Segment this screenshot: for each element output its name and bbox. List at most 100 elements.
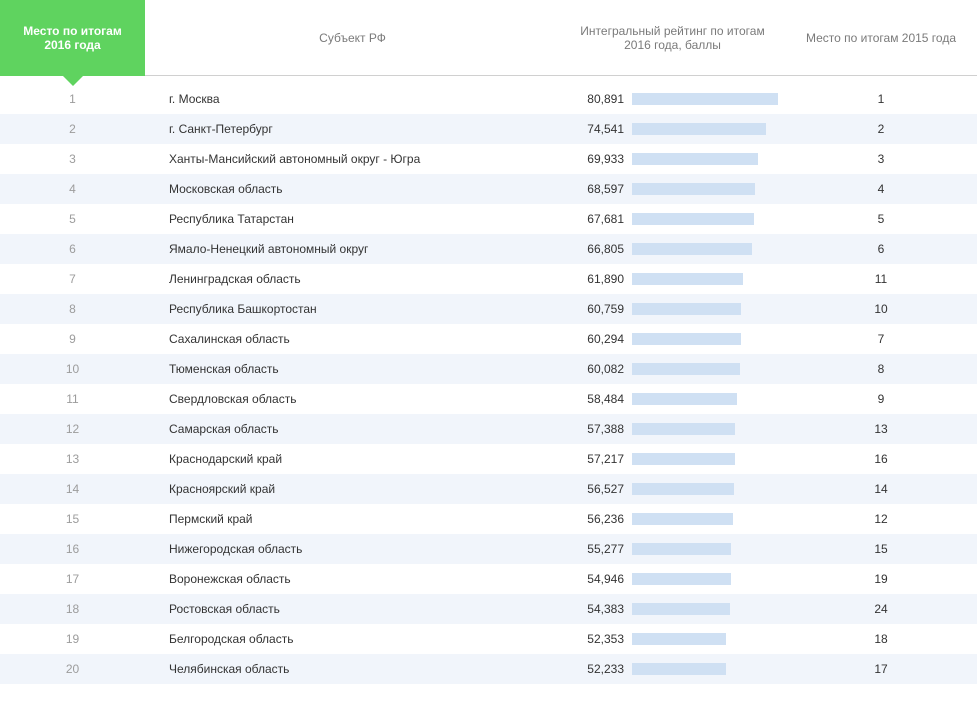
column-header-subject[interactable]: Субъект РФ <box>145 0 560 76</box>
table-row: 2г. Санкт-Петербург74,5412 <box>0 114 977 144</box>
score-cell: 56,527 <box>560 482 785 496</box>
table-row: 15Пермский край56,23612 <box>0 504 977 534</box>
table-row: 14Красноярский край56,52714 <box>0 474 977 504</box>
subject-cell: Воронежская область <box>145 572 560 586</box>
subject-cell: Пермский край <box>145 512 560 526</box>
subject-cell: Тюменская область <box>145 362 560 376</box>
subject-cell: Ростовская область <box>145 602 560 616</box>
score-bar-fill <box>632 573 731 585</box>
score-bar-track <box>632 633 785 645</box>
score-value: 68,597 <box>578 182 624 196</box>
table-row: 7Ленинградская область61,89011 <box>0 264 977 294</box>
rank-2016-cell: 6 <box>0 242 145 256</box>
table-row: 17Воронежская область54,94619 <box>0 564 977 594</box>
score-bar-fill <box>632 333 741 345</box>
score-bar-track <box>632 243 785 255</box>
rank-2016-cell: 5 <box>0 212 145 226</box>
rank-2015-cell: 12 <box>785 512 977 526</box>
rank-2015-cell: 3 <box>785 152 977 166</box>
score-bar-track <box>632 93 785 105</box>
score-bar-track <box>632 303 785 315</box>
table-row: 8Республика Башкортостан60,75910 <box>0 294 977 324</box>
rank-2015-cell: 14 <box>785 482 977 496</box>
subject-cell: Ямало-Ненецкий автономный округ <box>145 242 560 256</box>
column-header-rank-2015[interactable]: Место по итогам 2015 года <box>785 0 977 76</box>
subject-cell: Краснодарский край <box>145 452 560 466</box>
score-value: 67,681 <box>578 212 624 226</box>
score-cell: 67,681 <box>560 212 785 226</box>
rank-2015-cell: 11 <box>785 272 977 286</box>
ranking-table: Место по итогам 2016 года Субъект РФ Инт… <box>0 0 977 684</box>
score-cell: 54,946 <box>560 572 785 586</box>
subject-cell: Республика Татарстан <box>145 212 560 226</box>
column-header-score[interactable]: Интегральный рейтинг по итогам 2016 года… <box>560 0 785 76</box>
score-bar-fill <box>632 303 741 315</box>
rank-2016-cell: 11 <box>0 392 145 406</box>
score-cell: 54,383 <box>560 602 785 616</box>
subject-cell: Ленинградская область <box>145 272 560 286</box>
rank-2015-cell: 18 <box>785 632 977 646</box>
score-cell: 57,217 <box>560 452 785 466</box>
score-bar-track <box>632 423 785 435</box>
table-row: 18Ростовская область54,38324 <box>0 594 977 624</box>
score-bar-fill <box>632 423 735 435</box>
subject-cell: Республика Башкортостан <box>145 302 560 316</box>
score-cell: 74,541 <box>560 122 785 136</box>
subject-cell: Московская область <box>145 182 560 196</box>
rank-2015-cell: 5 <box>785 212 977 226</box>
score-value: 57,388 <box>578 422 624 436</box>
table-row: 9Сахалинская область60,2947 <box>0 324 977 354</box>
score-bar-track <box>632 153 785 165</box>
table-row: 1г. Москва80,8911 <box>0 84 977 114</box>
rank-2015-cell: 15 <box>785 542 977 556</box>
score-cell: 60,759 <box>560 302 785 316</box>
rank-2015-cell: 10 <box>785 302 977 316</box>
rank-2016-cell: 10 <box>0 362 145 376</box>
rank-2016-cell: 4 <box>0 182 145 196</box>
rank-2016-cell: 14 <box>0 482 145 496</box>
score-bar-fill <box>632 663 726 675</box>
score-value: 54,946 <box>578 572 624 586</box>
score-bar-fill <box>632 393 737 405</box>
table-row: 16Нижегородская область55,27715 <box>0 534 977 564</box>
score-value: 52,353 <box>578 632 624 646</box>
rank-2015-cell: 8 <box>785 362 977 376</box>
score-value: 54,383 <box>578 602 624 616</box>
table-row: 11Свердловская область58,4849 <box>0 384 977 414</box>
score-bar-fill <box>632 543 731 555</box>
table-row: 20Челябинская область52,23317 <box>0 654 977 684</box>
table-row: 4Московская область68,5974 <box>0 174 977 204</box>
score-cell: 68,597 <box>560 182 785 196</box>
score-value: 69,933 <box>578 152 624 166</box>
score-cell: 66,805 <box>560 242 785 256</box>
score-bar-fill <box>632 633 726 645</box>
score-cell: 80,891 <box>560 92 785 106</box>
score-value: 56,236 <box>578 512 624 526</box>
table-row: 3 Ханты-Мансийский автономный округ - Югр… <box>0 144 977 174</box>
score-value: 55,277 <box>578 542 624 556</box>
subject-cell: Ханты-Мансийский автономный округ - Югра <box>145 152 560 166</box>
score-cell: 52,353 <box>560 632 785 646</box>
score-value: 58,484 <box>578 392 624 406</box>
subject-cell: Белгородская область <box>145 632 560 646</box>
rank-2016-cell: 7 <box>0 272 145 286</box>
score-bar-fill <box>632 363 740 375</box>
score-bar-fill <box>632 243 752 255</box>
score-bar-fill <box>632 213 754 225</box>
score-bar-fill <box>632 273 743 285</box>
rank-2015-cell: 9 <box>785 392 977 406</box>
rank-2015-cell: 6 <box>785 242 977 256</box>
score-bar-track <box>632 333 785 345</box>
score-cell: 52,233 <box>560 662 785 676</box>
score-bar-track <box>632 123 785 135</box>
score-bar-fill <box>632 513 733 525</box>
rank-2016-cell: 12 <box>0 422 145 436</box>
table-row: 13Краснодарский край57,21716 <box>0 444 977 474</box>
column-header-rank-2016[interactable]: Место по итогам 2016 года <box>0 0 145 76</box>
table-row: 5Республика Татарстан67,6815 <box>0 204 977 234</box>
score-bar-track <box>632 273 785 285</box>
rank-2016-cell: 19 <box>0 632 145 646</box>
table-row: 12Самарская область57,38813 <box>0 414 977 444</box>
rank-2016-cell: 17 <box>0 572 145 586</box>
rank-2016-cell: 13 <box>0 452 145 466</box>
